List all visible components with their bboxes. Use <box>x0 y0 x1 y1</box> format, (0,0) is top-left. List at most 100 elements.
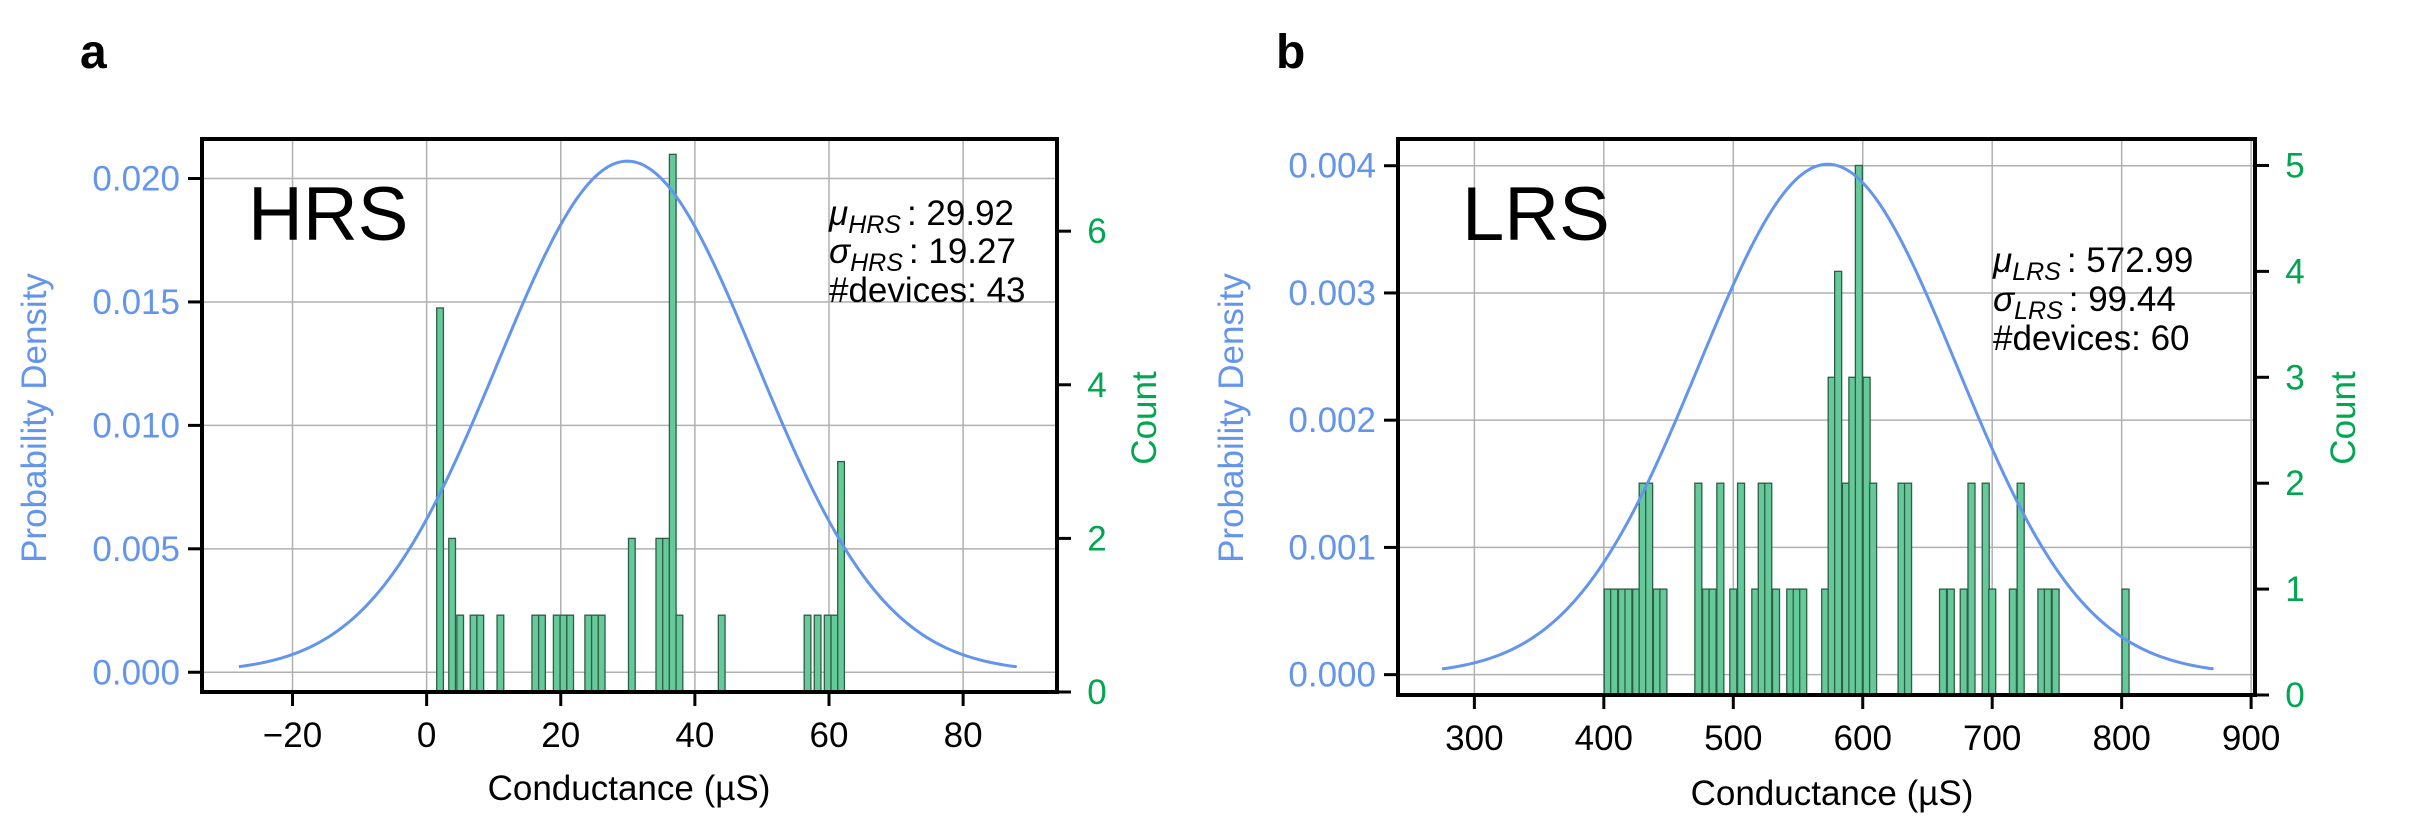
histogram-bar <box>1959 588 1968 696</box>
left-y-tick-label: 0.000 <box>1288 656 1376 695</box>
histogram-bar <box>1799 588 1808 696</box>
right-y-axis-label: Count <box>1125 371 1164 465</box>
histogram-bar <box>1716 482 1725 696</box>
histogram-bar <box>1729 588 1738 696</box>
panel-b: b 300 400 500 600 700 800 900 0.0000.0010.0020… <box>1212 26 2363 813</box>
histogram-bar <box>1610 588 1619 696</box>
left-y-tick-label: 0.003 <box>1288 274 1376 313</box>
mu-value: : 572.99 <box>2067 241 2194 280</box>
left-y-tick-label: 0.010 <box>92 406 180 445</box>
histogram-bar <box>590 614 599 693</box>
left-y-tick-label: 0.004 <box>1288 147 1376 186</box>
histogram-bars <box>1603 164 2130 696</box>
right-y-tick-label: 2 <box>1087 519 1106 558</box>
histogram-bar <box>823 614 832 693</box>
x-tick-label: 800 <box>2092 719 2150 758</box>
plot-frame <box>200 137 1059 694</box>
state-label: LRS <box>1462 172 1610 257</box>
plot-frame <box>1396 137 2257 697</box>
sigma-symbol: σ <box>1993 280 2016 319</box>
histogram-bar <box>531 614 540 693</box>
sigma-subscript: LRS <box>2014 297 2063 325</box>
histogram-bar <box>830 614 839 693</box>
mu-value: : 29.92 <box>907 194 1014 233</box>
sigma-subscript: HRS <box>850 249 903 277</box>
histogram-bar <box>1771 588 1781 696</box>
histogram-bar <box>2051 588 2060 696</box>
state-label: HRS <box>248 172 408 257</box>
histogram-bar <box>1903 482 1913 696</box>
histogram-bar <box>1694 482 1703 696</box>
histogram-bar <box>675 614 684 693</box>
right-y-tick-label: 4 <box>2285 252 2304 291</box>
x-tick-label: −20 <box>263 716 322 755</box>
left-y-axis-label: Probability Density <box>15 273 54 563</box>
sigma-stat: σHRS: 19.27 <box>829 232 1016 277</box>
histogram-bar <box>717 614 726 693</box>
histogram-bar <box>1736 482 1746 696</box>
histogram-bar <box>552 614 561 693</box>
histogram-bar <box>456 614 465 693</box>
x-tick-label: 700 <box>1963 719 2021 758</box>
sigma-symbol: σ <box>829 232 852 271</box>
histogram-bar <box>655 537 664 693</box>
right-y-tick-label: 0 <box>2285 676 2304 715</box>
right-y-tick-label: 0 <box>1087 673 1106 712</box>
histogram-bar <box>1967 482 1976 696</box>
sigma-value: : 19.27 <box>909 232 1016 271</box>
x-tick-label: 60 <box>810 716 849 755</box>
gaussian-fit-curve <box>238 159 1017 669</box>
histogram-bar <box>803 614 812 693</box>
right-y-tick-label: 6 <box>1087 212 1106 251</box>
histogram-bar <box>2043 588 2053 696</box>
x-tick-label: 0 <box>417 716 436 755</box>
mu-stat: μHRS: 29.92 <box>828 194 1014 239</box>
mu-stat: μLRS: 572.99 <box>1992 241 2193 286</box>
histogram-bar <box>1988 588 1997 696</box>
devices-stat: #devices: 43 <box>829 271 1026 310</box>
right-y-tick-label: 4 <box>1087 366 1106 405</box>
x-tick-label: 400 <box>1575 719 1633 758</box>
histogram-bar <box>566 614 575 693</box>
histogram-bar <box>448 537 457 693</box>
left-y-axis-ticks: 0.000 0.001 0.002 0.003 0.004 <box>1288 147 1398 695</box>
panel-label: b <box>1276 26 1305 79</box>
x-axis-label: Conductance (µS) <box>488 769 771 808</box>
histogram-bar <box>1938 588 1948 696</box>
right-y-axis-label: Count <box>2324 371 2363 465</box>
histogram-bar <box>1868 482 1878 696</box>
grid-lines <box>202 139 1057 692</box>
histogram-bar <box>476 614 485 693</box>
left-y-axis-ticks: 0.000 0.005 0.010 0.015 0.020 <box>92 160 202 692</box>
histogram-bar <box>662 537 671 693</box>
histogram-bar <box>1854 164 1864 696</box>
histogram-bar <box>627 537 636 693</box>
histogram-bar <box>537 614 546 693</box>
right-y-axis-ticks: 0 2 4 6 <box>1057 212 1107 712</box>
left-y-tick-label: 0.015 <box>92 283 180 322</box>
left-y-tick-label: 0.000 <box>92 653 180 692</box>
histogram-bar <box>1764 482 1773 696</box>
mu-symbol: μ <box>828 194 848 233</box>
histogram-bar <box>813 614 822 693</box>
histogram-bar <box>496 614 505 693</box>
devices-stat: #devices: 60 <box>1993 319 2190 358</box>
sigma-value: : 99.44 <box>2069 280 2176 319</box>
left-y-tick-label: 0.002 <box>1288 401 1376 440</box>
x-tick-label: 500 <box>1704 719 1762 758</box>
histogram-bar <box>837 460 846 693</box>
histogram-bar <box>1644 482 1654 696</box>
right-y-tick-label: 1 <box>2285 570 2304 609</box>
histogram-bar <box>2008 588 2018 696</box>
left-y-tick-label: 0.001 <box>1288 528 1376 567</box>
x-tick-label: 300 <box>1445 719 1503 758</box>
histogram-bar <box>1624 588 1633 696</box>
histogram-bar <box>1659 588 1668 696</box>
right-y-axis-ticks: 0 1 2 3 4 5 <box>2255 146 2305 715</box>
mu-subscript: HRS <box>848 211 901 239</box>
x-axis-ticks: −20 0 20 40 60 80 <box>263 692 983 755</box>
x-axis-label: Conductance (µS) <box>1691 774 1974 813</box>
gaussian-fit-curve <box>1441 162 2214 671</box>
histogram-bar <box>1708 588 1717 696</box>
